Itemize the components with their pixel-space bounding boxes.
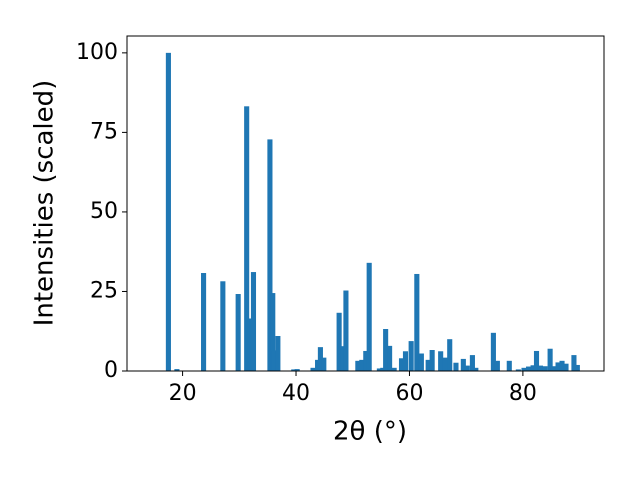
y-tick-label: 25 — [90, 278, 118, 303]
bar — [387, 345, 393, 371]
bar — [438, 351, 444, 371]
bar — [460, 358, 466, 371]
x-tick-label: 80 — [509, 381, 537, 406]
bar — [321, 357, 327, 371]
bar — [547, 348, 553, 371]
bar — [464, 365, 470, 371]
bar — [340, 346, 346, 371]
y-tick-label: 100 — [76, 40, 118, 65]
bar — [563, 363, 569, 371]
bar — [447, 339, 453, 371]
bar — [429, 350, 435, 371]
bar — [271, 350, 278, 371]
bar — [247, 318, 253, 371]
bar — [165, 52, 171, 371]
bar — [250, 272, 257, 371]
x-tick-label: 20 — [169, 381, 197, 406]
bar — [506, 360, 512, 371]
bar — [383, 329, 389, 371]
bar — [494, 360, 500, 371]
bar — [244, 106, 250, 371]
x-axis-label: 2θ (°) — [333, 417, 407, 447]
bar — [469, 355, 475, 371]
bar — [442, 357, 448, 371]
bar — [571, 355, 577, 371]
bar — [425, 359, 431, 371]
bars — [165, 52, 580, 371]
y-axis-label: Intensities (scaled) — [30, 80, 60, 327]
bar — [542, 366, 548, 371]
y-tick-label: 75 — [90, 119, 118, 144]
bar — [310, 367, 316, 371]
bar — [270, 293, 276, 371]
x-tick-label: 60 — [395, 381, 423, 406]
bar — [391, 367, 397, 371]
bar — [174, 369, 180, 371]
bar — [336, 312, 342, 371]
bar — [380, 367, 386, 371]
bar — [376, 368, 382, 371]
bar — [555, 362, 561, 371]
bar — [355, 360, 361, 371]
bar — [363, 350, 369, 371]
bar — [559, 360, 565, 371]
bar — [291, 369, 297, 371]
bar — [294, 369, 300, 371]
bar — [359, 359, 365, 371]
y-tick-label: 50 — [90, 199, 118, 224]
bar — [473, 367, 479, 371]
x-tick-label: 40 — [282, 381, 310, 406]
bar — [201, 273, 207, 371]
bar — [235, 294, 241, 371]
bar — [574, 364, 580, 371]
bar — [402, 351, 409, 371]
bar — [453, 362, 459, 371]
bar — [526, 366, 532, 371]
bar — [343, 290, 349, 371]
bar — [275, 336, 281, 371]
bar — [490, 332, 496, 371]
bar — [366, 262, 372, 371]
bar — [537, 365, 544, 371]
bar — [414, 273, 420, 371]
plot-frame — [126, 35, 605, 372]
bar — [521, 367, 527, 371]
y-tick-label: 0 — [104, 358, 118, 383]
bar — [533, 350, 540, 371]
bar — [398, 358, 405, 371]
bar — [515, 369, 521, 371]
bar — [267, 139, 273, 371]
bar — [408, 341, 414, 371]
bar — [530, 365, 536, 371]
bar — [220, 281, 226, 371]
bar — [418, 353, 424, 371]
bar — [315, 359, 321, 371]
bar — [550, 366, 557, 371]
bar — [317, 347, 323, 371]
